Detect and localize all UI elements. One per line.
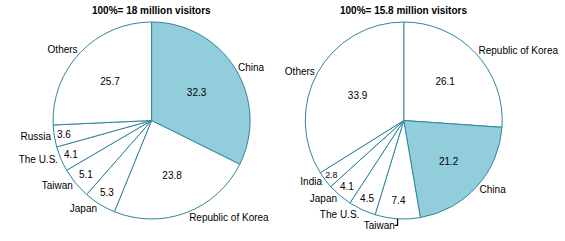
svg-text:Others: Others <box>48 44 78 55</box>
svg-text:Japan: Japan <box>70 203 97 214</box>
svg-text:100%= 18 million visitors: 100%= 18 million visitors <box>92 5 211 16</box>
svg-text:Republic of Korea: Republic of Korea <box>479 45 559 56</box>
svg-text:Russia: Russia <box>21 131 52 142</box>
svg-text:Taiwan: Taiwan <box>364 220 395 231</box>
svg-text:Republic of Korea: Republic of Korea <box>189 212 269 223</box>
svg-text:23.8: 23.8 <box>162 170 182 181</box>
svg-text:Taiwan: Taiwan <box>42 180 73 191</box>
svg-text:4.5: 4.5 <box>360 193 374 204</box>
svg-text:The U.S.: The U.S. <box>320 209 359 220</box>
svg-text:5.1: 5.1 <box>79 169 93 180</box>
svg-text:China: China <box>480 184 507 195</box>
svg-text:4.1: 4.1 <box>64 149 78 160</box>
svg-text:India: India <box>300 176 322 187</box>
svg-text:The U.S.: The U.S. <box>19 154 58 165</box>
svg-text:21.2: 21.2 <box>439 156 459 167</box>
svg-text:100%= 15.8 million visitors: 100%= 15.8 million visitors <box>340 5 467 16</box>
svg-text:33.9: 33.9 <box>348 90 368 101</box>
svg-text:32.3: 32.3 <box>187 87 207 98</box>
svg-text:5.3: 5.3 <box>100 187 114 198</box>
svg-text:Others: Others <box>285 66 315 77</box>
svg-text:China: China <box>238 62 265 73</box>
svg-text:Japan: Japan <box>310 193 337 204</box>
svg-text:25.7: 25.7 <box>100 76 120 87</box>
svg-text:4.1: 4.1 <box>340 181 354 192</box>
svg-text:3.6: 3.6 <box>57 129 71 140</box>
svg-text:7.4: 7.4 <box>392 195 406 206</box>
svg-text:26.1: 26.1 <box>435 76 455 87</box>
svg-text:2.8: 2.8 <box>325 170 337 180</box>
